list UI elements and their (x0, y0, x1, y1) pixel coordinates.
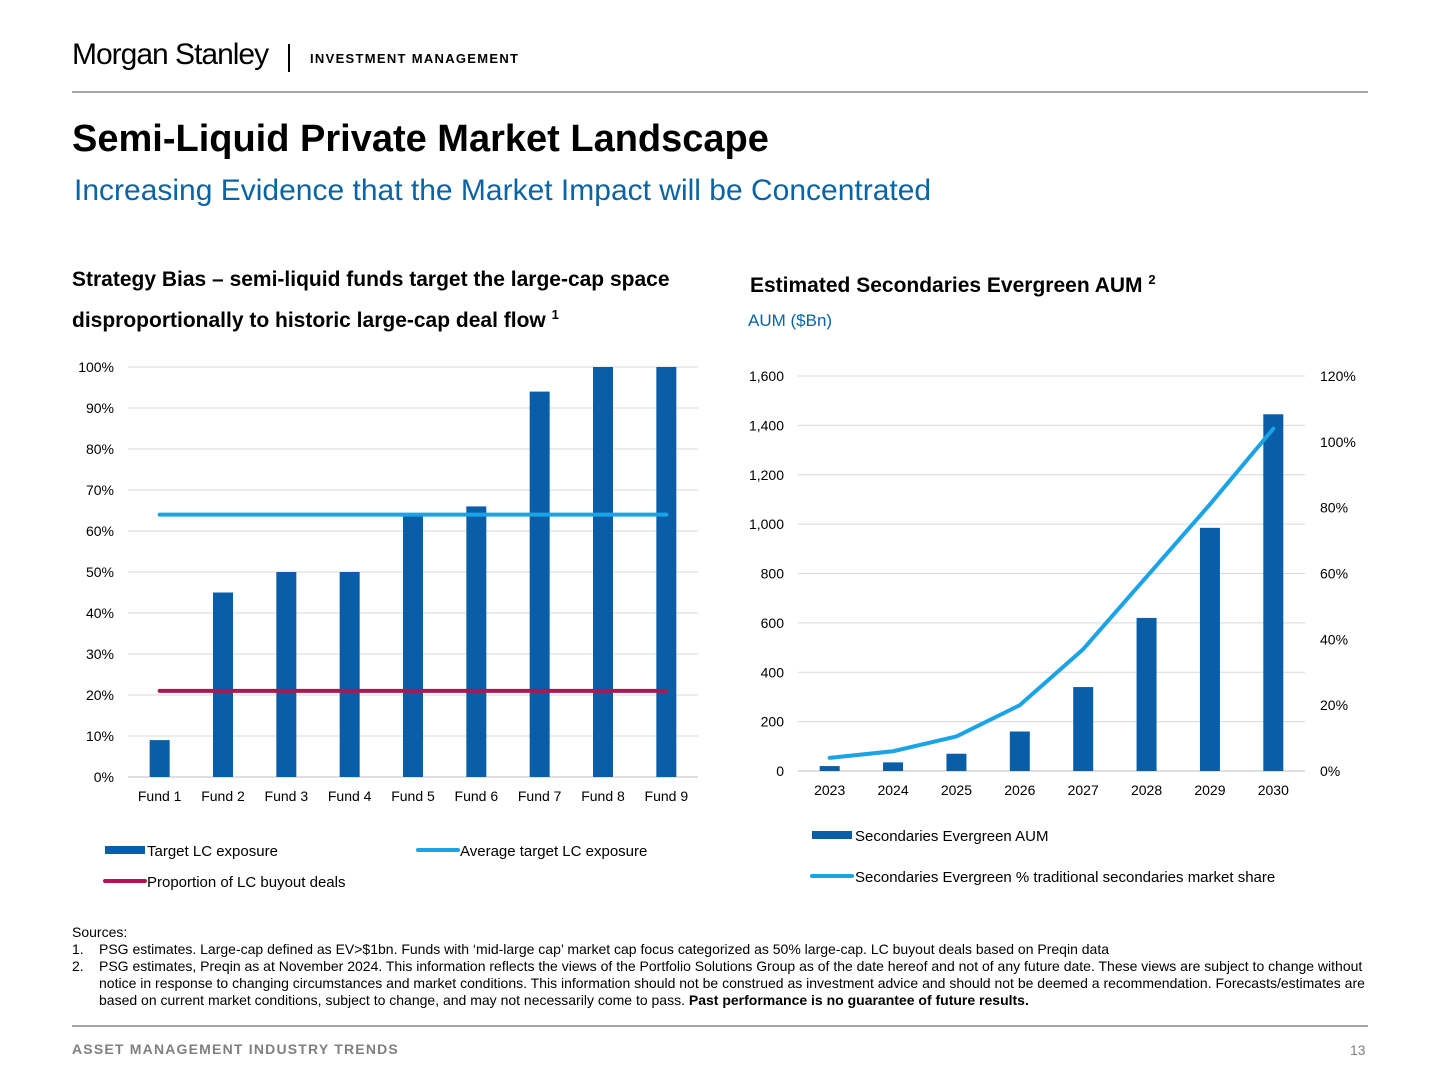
bar (213, 592, 233, 777)
bar (1073, 687, 1094, 771)
y-tick-label: 1,000 (749, 516, 784, 532)
right-chart-heading-text: Estimated Secondaries Evergreen AUM (750, 274, 1143, 297)
bar (149, 740, 170, 777)
page-number: 13 (1350, 1042, 1366, 1058)
legend-label: Average target LC exposure (460, 843, 647, 860)
y2-tick-label: 20% (1320, 697, 1348, 713)
bar (276, 572, 297, 777)
page-subtitle: Increasing Evidence that the Market Impa… (74, 174, 932, 207)
legend-swatch (105, 846, 145, 854)
y-tick-label: 60% (86, 523, 114, 539)
y2-tick-label: 40% (1320, 631, 1348, 647)
y-tick-label: 50% (86, 564, 114, 580)
bar (819, 766, 840, 771)
source-note-number: 1. (72, 941, 84, 957)
x-tick-label: Fund 9 (645, 788, 689, 804)
y-tick-label: 90% (86, 400, 114, 416)
y-tick-label: 200 (761, 714, 785, 730)
legend-swatch (812, 831, 852, 839)
y-tick-label: 100% (78, 359, 114, 375)
x-tick-label: Fund 7 (518, 788, 562, 804)
y2-tick-label: 60% (1320, 566, 1348, 582)
x-tick-label: 2024 (877, 782, 908, 798)
bar (529, 391, 550, 777)
bar (1199, 527, 1220, 771)
bar (1263, 414, 1284, 771)
x-tick-label: Fund 1 (138, 788, 182, 804)
bar (466, 506, 487, 777)
x-tick-label: Fund 5 (391, 788, 435, 804)
y-tick-label: 400 (761, 664, 785, 680)
logo-separator (288, 44, 290, 72)
x-tick-label: Fund 6 (455, 788, 499, 804)
legend-label: Secondaries Evergreen % traditional seco… (855, 869, 1275, 886)
source-note-body: PSG estimates, Preqin as at November 202… (99, 958, 1365, 1008)
left-chart-footnote-ref: 1 (551, 307, 559, 322)
x-tick-label: 2027 (1068, 782, 1099, 798)
source-note: 2. PSG estimates, Preqin as at November … (72, 958, 1368, 1009)
bar (403, 514, 423, 777)
y-tick-label: 80% (86, 441, 114, 457)
bar (656, 367, 677, 777)
footer-section-label: ASSET MANAGEMENT INDUSTRY TRENDS (72, 1041, 399, 1057)
y-tick-label: 0 (776, 763, 784, 779)
y-tick-label: 20% (86, 687, 114, 703)
y2-tick-label: 80% (1320, 500, 1348, 516)
sources-block: Sources: 1. PSG estimates. Large-cap def… (72, 924, 1368, 1009)
footer-rule (72, 1025, 1368, 1027)
bar (883, 762, 904, 771)
right-chart-unit-label: AUM ($Bn) (748, 311, 833, 330)
company-logo: Morgan Stanley (72, 38, 269, 71)
right-chart-heading: Estimated Secondaries Evergreen AUM 2 (750, 262, 1156, 303)
y2-tick-label: 120% (1320, 368, 1356, 384)
y2-tick-label: 100% (1320, 434, 1356, 450)
bar (946, 753, 967, 771)
y-tick-label: 70% (86, 482, 114, 498)
bar (593, 367, 613, 777)
legend-label: Target LC exposure (147, 843, 278, 860)
source-note-body: PSG estimates. Large-cap defined as EV>$… (99, 941, 1109, 957)
source-note-text: PSG estimates. Large-cap defined as EV>$… (99, 941, 1109, 958)
x-tick-label: 2026 (1004, 782, 1035, 798)
legend-label: Proportion of LC buyout deals (147, 874, 345, 891)
x-tick-label: Fund 4 (328, 788, 372, 804)
bar (1009, 731, 1030, 771)
x-tick-label: 2025 (941, 782, 972, 798)
legend-label: Secondaries Evergreen AUM (855, 828, 1048, 845)
y-tick-label: 600 (761, 615, 785, 631)
y-tick-label: 40% (86, 605, 114, 621)
series-line (827, 426, 1276, 760)
left-chart-heading-text: Strategy Bias – semi-liquid funds target… (72, 268, 670, 332)
bar (339, 572, 360, 777)
x-tick-label: 2028 (1131, 782, 1162, 798)
source-note-text: PSG estimates, Preqin as at November 202… (99, 958, 1368, 1009)
x-tick-label: 2029 (1194, 782, 1225, 798)
right-chart-footnote-ref: 2 (1148, 272, 1156, 287)
source-note: 1. PSG estimates. Large-cap defined as E… (72, 941, 1368, 958)
x-tick-label: Fund 2 (201, 788, 245, 804)
y-tick-label: 0% (94, 769, 114, 785)
source-note-bold: Past performance is no guarantee of futu… (688, 992, 1029, 1008)
y-tick-label: 30% (86, 646, 114, 662)
y-tick-label: 1,400 (749, 417, 784, 433)
y-tick-label: 1,600 (749, 368, 784, 384)
y-tick-label: 800 (761, 566, 785, 582)
page-title: Semi-Liquid Private Market Landscape (72, 118, 769, 160)
left-chart-heading: Strategy Bias – semi-liquid funds target… (72, 262, 732, 338)
y2-tick-label: 0% (1320, 763, 1340, 779)
x-tick-label: Fund 8 (581, 788, 625, 804)
x-tick-label: Fund 3 (265, 788, 309, 804)
y-tick-label: 10% (86, 728, 114, 744)
logo-subtext: INVESTMENT MANAGEMENT (310, 51, 520, 66)
y-tick-label: 1,200 (749, 467, 784, 483)
sources-label: Sources: (72, 924, 128, 940)
header-rule (72, 91, 1368, 93)
bar (1136, 617, 1157, 771)
x-tick-label: 2030 (1258, 782, 1289, 798)
x-tick-label: 2023 (814, 782, 845, 798)
source-note-number: 2. (72, 958, 84, 974)
